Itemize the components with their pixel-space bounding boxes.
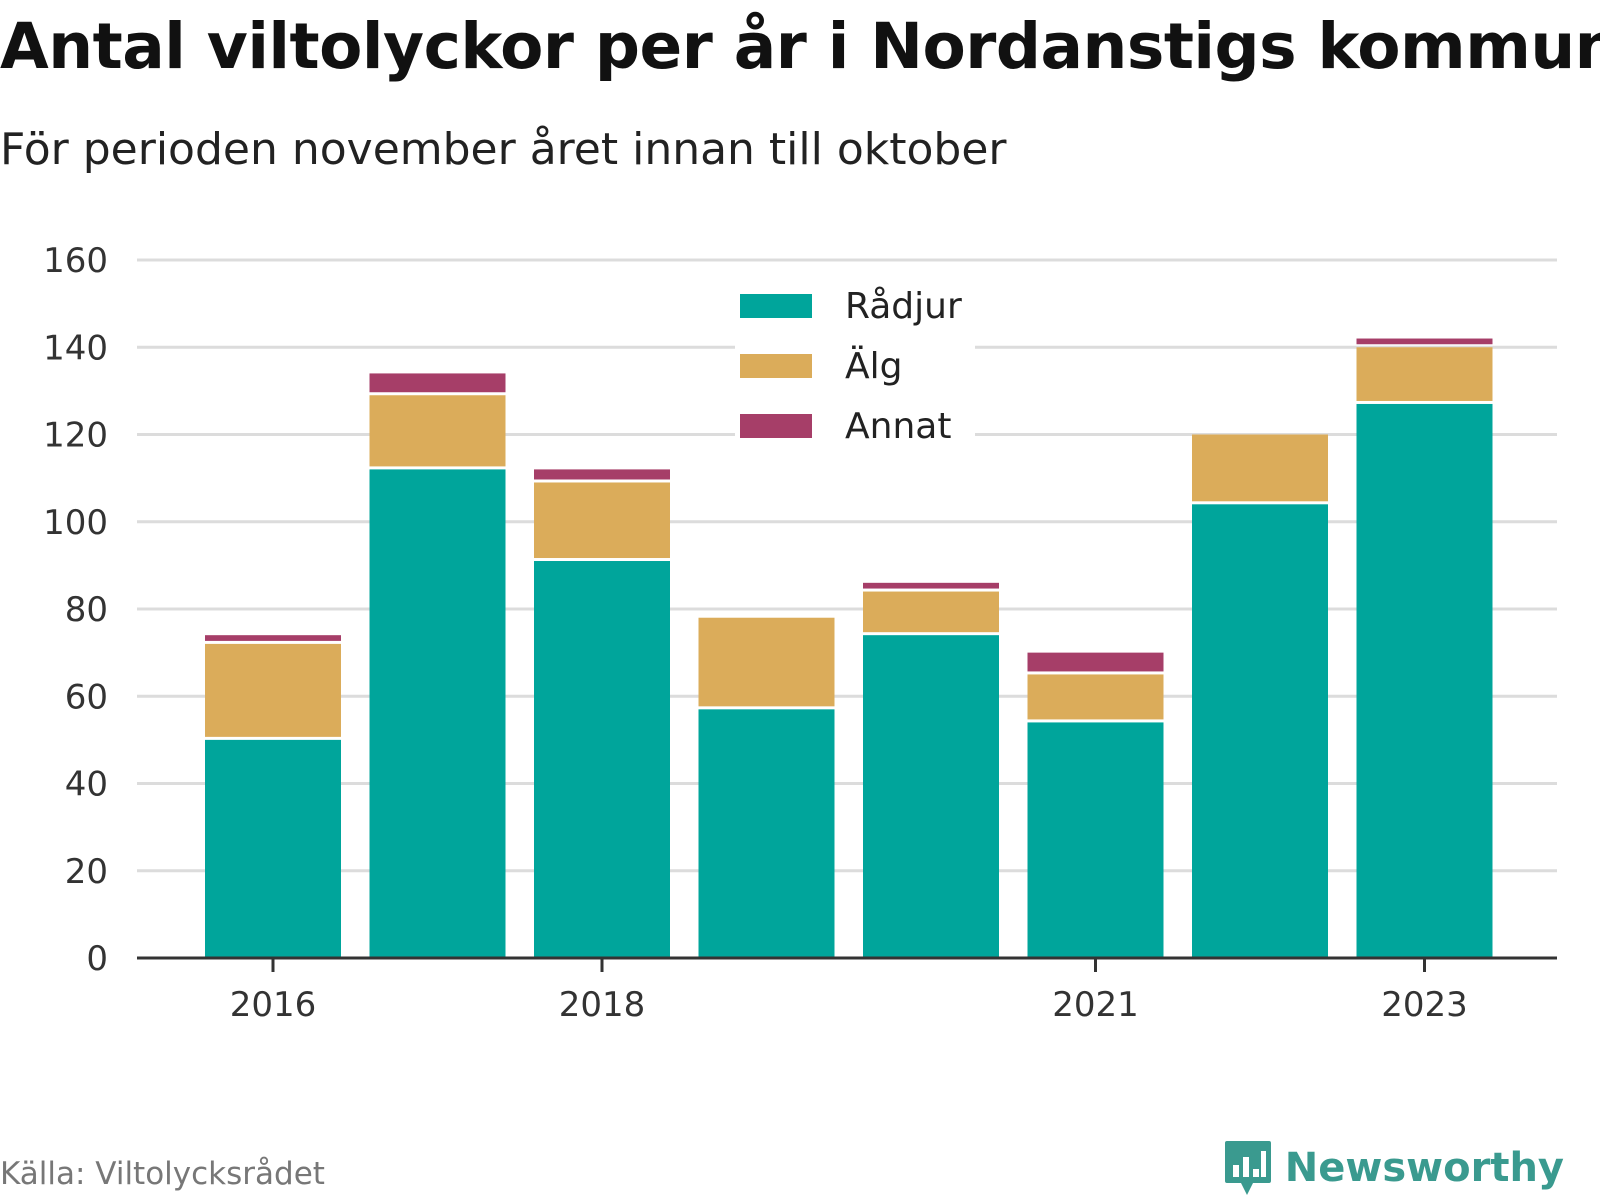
newsworthy-logo-icon: [1224, 1141, 1271, 1195]
bar-rådjur-2019: [698, 709, 835, 958]
y-tick-label: 60: [65, 677, 108, 717]
y-tick-label: 100: [43, 503, 108, 543]
legend-label: Älg: [845, 345, 902, 387]
bar-rådjur-2020: [863, 635, 999, 958]
bar-rådjur-2018: [534, 561, 670, 958]
bar-älg-2019: [698, 617, 835, 707]
legend-swatch: [740, 294, 812, 318]
y-tick-label: 40: [65, 765, 108, 805]
bar-rådjur-2017: [369, 469, 506, 958]
y-tick-label: 160: [43, 241, 108, 281]
bar-rådjur-2023: [1356, 403, 1493, 958]
bar-annat-2023: [1356, 338, 1493, 345]
y-axis-ticks: 0 20 40 60 80 100 120 140 160: [43, 241, 108, 979]
y-tick-label: 120: [43, 416, 108, 456]
stacked-bar-chart: 0 20 40 60 80 100 120 140 160 2016 2018 2021 2023 R…: [43, 241, 1557, 1025]
bar-annat-2021: [1027, 652, 1164, 672]
y-tick-label: 140: [43, 328, 108, 368]
legend-label: Rådjur: [845, 286, 962, 327]
brand-logo: Newsworthy: [1223, 1138, 1564, 1198]
bar-annat-2020: [863, 582, 999, 589]
bar-älg-2016: [205, 643, 341, 737]
bar-rådjur-2022: [1192, 504, 1328, 958]
bar-annat-2016: [205, 635, 341, 641]
bar-annat-2017: [369, 373, 506, 393]
bar-älg-2023: [1356, 347, 1493, 401]
legend-label: Annat: [845, 406, 951, 447]
y-tick-label: 80: [65, 590, 108, 630]
y-tick-label: 0: [86, 939, 108, 979]
chart-subtitle: För perioden november året innan till ok…: [0, 124, 1007, 175]
bars: [205, 338, 1493, 958]
bar-älg-2021: [1027, 674, 1164, 720]
bar-rådjur-2016: [205, 739, 341, 958]
bar-annat-2018: [534, 469, 670, 480]
bar-rådjur-2021: [1027, 722, 1164, 958]
legend-swatch: [740, 414, 812, 438]
bar-älg-2022: [1192, 434, 1328, 502]
y-tick-label: 20: [65, 852, 108, 892]
bar-älg-2017: [369, 395, 506, 467]
legend: Rådjur Älg Annat: [735, 265, 975, 455]
x-tick-label: 2021: [1052, 985, 1139, 1025]
bar-älg-2018: [534, 482, 670, 559]
chart-title: Antal viltolyckor per år i Nordanstigs k…: [0, 10, 1600, 83]
x-axis: 2016 2018 2021 2023: [137, 956, 1557, 1025]
x-tick-label: 2023: [1381, 985, 1468, 1025]
source-note: Källa: Viltolycksrådet: [0, 1156, 325, 1192]
legend-swatch: [740, 354, 812, 378]
x-tick-label: 2016: [230, 985, 317, 1025]
bar-älg-2020: [863, 591, 999, 633]
brand-name: Newsworthy: [1284, 1145, 1564, 1191]
x-tick-label: 2018: [559, 985, 646, 1025]
